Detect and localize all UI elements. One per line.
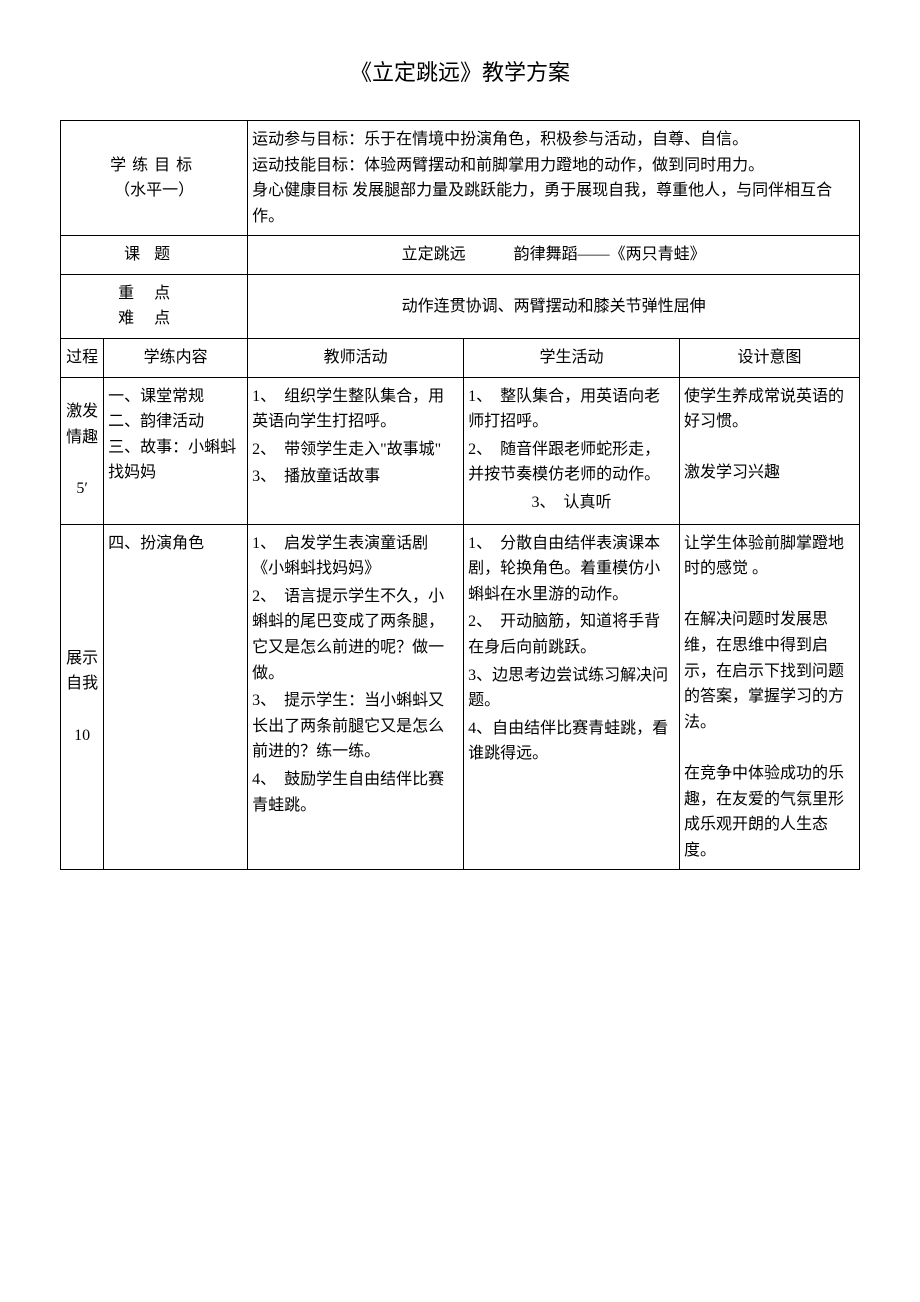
student-cell-2: 1、 分散自由结伴表演课本剧，轮换角色。着重模仿小蝌蚪在水里游的动作。 2、 开… [464, 524, 680, 870]
content-cell-2: 四、扮演角色 [104, 524, 248, 870]
hdr-content: 学练内容 [104, 339, 248, 378]
teacher-cell-1: 1、 组织学生整队集合，用英语向学生打招呼。 2、 带领学生走入"故事城" 3、… [248, 377, 464, 524]
process-cell-1: 激发情趣 5′ [61, 377, 104, 524]
student-cell-1: 1、 整队集合，用英语向老师打招呼。 2、 随音伴跟老师蛇形走，并按节奏模仿老师… [464, 377, 680, 524]
lesson-plan-table: 学练目标 （水平一） 运动参与目标：乐于在情境中扮演角色，积极参与活动，自尊、自… [60, 120, 860, 870]
page-title: 《立定跳远》教学方案 [60, 55, 860, 90]
key-difficulty-label: 重点 难点 [61, 274, 248, 338]
intent-cell-1: 使学生养成常说英语的好习惯。 激发学习兴趣 [679, 377, 859, 524]
hdr-teacher: 教师活动 [248, 339, 464, 378]
intent-cell-2: 让学生体验前脚掌蹬地时的感觉 。 在解决问题时发展思维，在思维中得到启示，在启示… [679, 524, 859, 870]
topic-value: 立定跳远 韵律舞蹈——《两只青蛙》 [248, 236, 860, 275]
teacher-cell-2: 1、 启发学生表演童话剧《小蝌蚪找妈妈》 2、 语言提示学生不久，小蝌蚪的尾巴变… [248, 524, 464, 870]
topic-label: 课题 [61, 236, 248, 275]
hdr-intent: 设计意图 [679, 339, 859, 378]
goals-label: 学练目标 （水平一） [61, 120, 248, 235]
content-cell-1: 一、课堂常规 二、韵律活动 三、故事：小蝌蚪找妈妈 [104, 377, 248, 524]
hdr-process: 过程 [61, 339, 104, 378]
goals-text: 运动参与目标：乐于在情境中扮演角色，积极参与活动，自尊、自信。 运动技能目标：体… [248, 120, 860, 235]
process-cell-2: 展示自我 10 [61, 524, 104, 870]
keypoints-value: 动作连贯协调、两臂摆动和膝关节弹性屈伸 [248, 274, 860, 338]
hdr-student: 学生活动 [464, 339, 680, 378]
